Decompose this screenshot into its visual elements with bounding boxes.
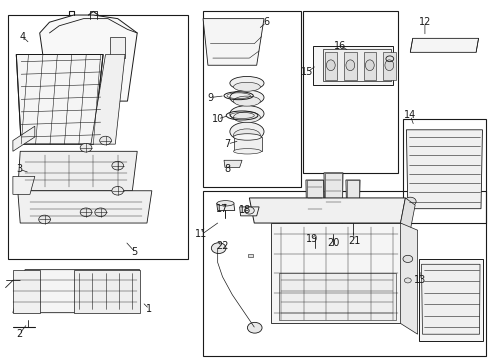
Polygon shape [216,203,234,211]
Text: 20: 20 [326,238,339,248]
Ellipse shape [229,76,264,90]
Text: 8: 8 [224,164,230,174]
Bar [203,12,300,187]
Circle shape [404,278,410,283]
Ellipse shape [229,90,264,105]
Bar [8,15,188,259]
Text: 10: 10 [211,114,224,124]
Polygon shape [18,151,137,191]
Bar [363,51,375,80]
Bar [322,49,390,81]
Polygon shape [324,173,342,234]
Circle shape [112,186,123,195]
Text: 9: 9 [207,93,213,103]
Bar [344,51,356,80]
Text: 19: 19 [305,234,317,244]
Polygon shape [203,19,264,65]
Text: 12: 12 [418,17,430,27]
Bar [110,37,125,58]
Text: 7: 7 [224,139,230,149]
Polygon shape [18,191,152,223]
Bar [312,45,392,85]
Ellipse shape [233,112,260,123]
Polygon shape [74,270,140,313]
Bar [278,273,395,320]
Bar [303,12,397,173]
Text: 2: 2 [16,329,22,339]
Ellipse shape [365,60,373,71]
Text: 18: 18 [239,206,251,216]
Circle shape [80,143,92,152]
Ellipse shape [229,105,264,122]
Circle shape [112,161,123,170]
Circle shape [95,208,106,217]
Polygon shape [409,39,478,52]
Polygon shape [345,180,359,223]
Polygon shape [406,130,482,209]
Circle shape [247,322,262,333]
Text: 6: 6 [263,17,269,27]
Circle shape [80,208,92,217]
Bar [306,180,322,216]
Polygon shape [400,223,417,334]
Polygon shape [13,270,140,313]
Ellipse shape [229,122,264,141]
Polygon shape [40,15,137,101]
Polygon shape [249,198,405,223]
Polygon shape [421,264,479,334]
Text: 22: 22 [215,241,228,251]
Text: 4: 4 [20,32,26,41]
Text: 13: 13 [413,275,426,285]
Bar [325,173,341,209]
Text: 5: 5 [131,247,138,257]
Circle shape [39,215,50,224]
Circle shape [100,136,111,145]
Ellipse shape [233,129,260,141]
Ellipse shape [326,60,334,71]
Text: 17: 17 [216,204,228,214]
Polygon shape [13,270,40,313]
Polygon shape [305,180,323,237]
Polygon shape [233,137,261,151]
Circle shape [402,255,412,262]
Bar [383,51,395,80]
Polygon shape [239,207,259,216]
Bar [203,191,485,356]
Ellipse shape [217,201,234,206]
Bar [325,51,336,80]
Polygon shape [13,176,35,194]
Bar [418,259,483,341]
Text: 16: 16 [333,41,345,50]
Bar [402,119,485,223]
Bar [346,180,358,209]
Ellipse shape [345,60,354,71]
Circle shape [211,243,225,253]
Ellipse shape [233,82,260,91]
Circle shape [244,207,254,214]
Text: 1: 1 [146,304,152,314]
Text: 3: 3 [16,164,22,174]
Ellipse shape [384,60,393,71]
Text: 21: 21 [348,236,360,246]
Polygon shape [400,198,414,230]
Polygon shape [224,160,242,167]
Text: 11: 11 [194,229,206,239]
Circle shape [404,197,415,206]
Text: 15: 15 [300,67,312,77]
Polygon shape [16,54,103,144]
Polygon shape [91,54,125,144]
Ellipse shape [233,96,260,106]
Bar [248,253,253,257]
Text: 14: 14 [404,111,416,121]
Ellipse shape [233,134,261,140]
Polygon shape [271,223,400,323]
Polygon shape [13,126,35,151]
Ellipse shape [233,149,261,154]
